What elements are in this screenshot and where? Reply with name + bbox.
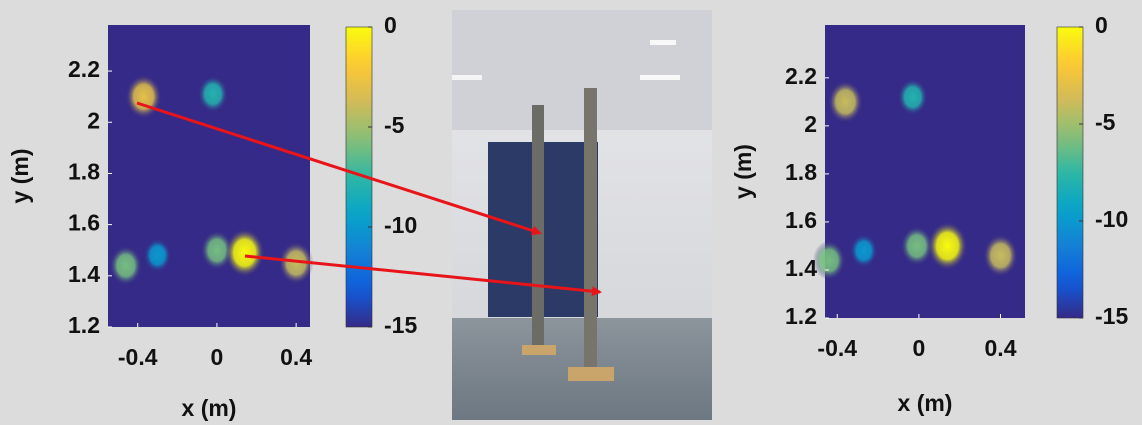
heat-blob [125, 74, 162, 119]
arrow [244, 254, 602, 297]
x-tick-label: 0.4 [280, 344, 312, 370]
y-tick-label: 2.2 [68, 56, 100, 82]
x-tick-label: 0 [211, 344, 224, 370]
x-axis-label: x (m) [898, 390, 953, 416]
photo [452, 10, 712, 420]
photo-light [650, 40, 676, 45]
heat-blob [849, 233, 878, 268]
colorbar [1056, 26, 1084, 319]
heat-blob [143, 238, 172, 273]
heat-blob [983, 234, 1018, 277]
x-tick-label: 0 [912, 335, 925, 361]
charts: -0.4 0 0.4 1.2 1.4 1.6 1.8 2 2.2 x (m) y (m) 0 -5 -10… [7, 12, 1128, 421]
y-tick-label: 1.6 [785, 207, 817, 233]
y-tick-label: 1.8 [68, 159, 100, 185]
heatmap-chart: -0.4 0 0.4 1.2 1.4 1.6 1.8 2 2.2 x (m) y (m) 0 -5 -10… [7, 12, 417, 421]
x-tick-label: 0.4 [985, 335, 1017, 361]
photo-pole [532, 105, 544, 350]
colorbar-tick-label: -10 [1095, 206, 1128, 232]
heat-blob [278, 241, 314, 285]
y-axis-label: y (m) [7, 149, 33, 204]
heat-blob [828, 80, 863, 124]
heat-blob [109, 245, 143, 286]
heat-blob [197, 75, 228, 113]
y-tick-label: 2 [87, 107, 100, 133]
arrow [136, 101, 542, 236]
photo-base [522, 345, 556, 355]
colorbar-tick-label: -15 [384, 312, 417, 338]
heat-blob [927, 221, 968, 271]
x-tick-label: -0.4 [817, 335, 857, 361]
photo-ceiling [452, 10, 712, 130]
heat-blob [200, 230, 234, 271]
colorbar-tick-label: 0 [384, 12, 397, 38]
heat-blob [900, 226, 934, 266]
colorbar-tick-label: 0 [1095, 12, 1108, 38]
colorbar-tick-label: -5 [1095, 109, 1116, 135]
y-tick-label: 2 [804, 111, 817, 137]
colorbar-tick-label: -10 [384, 212, 417, 238]
heat-blob [812, 240, 846, 281]
x-axis-label: x (m) [182, 395, 237, 421]
photo-base [568, 367, 614, 381]
y-tick-label: 1.4 [68, 261, 100, 287]
photo-pole [584, 88, 597, 373]
y-tick-label: 1.4 [785, 255, 817, 281]
y-tick-label: 1.2 [785, 303, 817, 329]
y-tick-label: 1.8 [785, 159, 817, 185]
y-tick-label: 1.2 [68, 312, 100, 338]
heat-blob [897, 78, 928, 116]
y-axis-label: y (m) [730, 144, 756, 199]
heatmap-chart: -0.4 0 0.4 1.2 1.4 1.6 1.8 2 2.2 x (m) y (m) 0 -5 -10… [730, 12, 1128, 416]
y-tick-label: 1.6 [68, 210, 100, 236]
arrows [136, 101, 602, 297]
photo-light [452, 75, 482, 80]
heat-blob [224, 228, 265, 277]
colorbar-tick-label: -5 [384, 112, 405, 138]
photo-light [640, 75, 680, 80]
y-tick-label: 2.2 [785, 63, 817, 89]
x-tick-label: -0.4 [118, 344, 158, 370]
plot-area [108, 25, 310, 327]
colorbar-tick-label: -15 [1095, 303, 1128, 329]
